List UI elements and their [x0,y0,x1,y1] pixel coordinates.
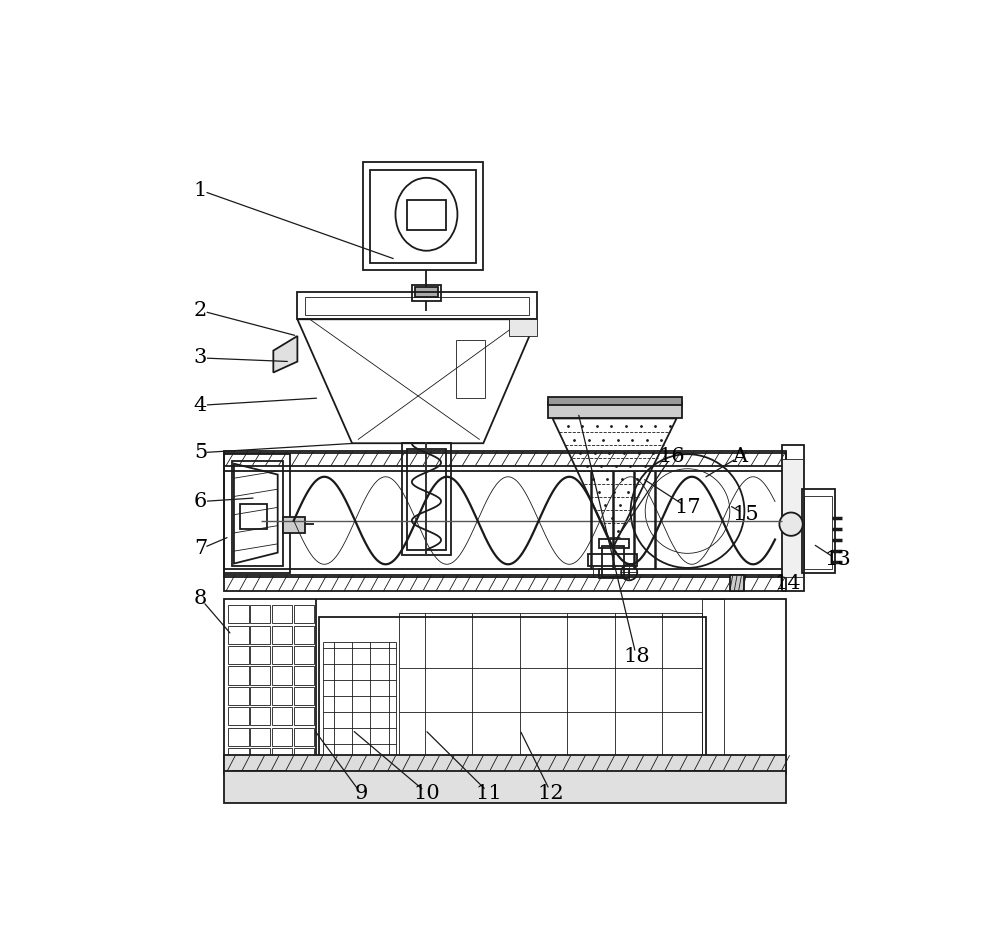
Bar [224,575,786,591]
Bar [228,707,249,725]
Text: 10: 10 [414,784,441,803]
Circle shape [779,512,803,536]
Text: 2: 2 [194,301,207,320]
Bar [294,707,314,725]
Bar [294,646,314,664]
Bar [272,626,292,644]
Bar [702,599,724,770]
Bar [305,296,529,315]
Bar [240,504,267,529]
Bar [232,772,286,799]
Bar [224,771,786,803]
Bar [412,285,441,301]
Bar [224,599,786,770]
Bar [297,292,537,319]
Bar [294,748,314,766]
Bar [294,626,314,644]
Bar [399,613,702,756]
Text: 7: 7 [194,540,207,559]
Bar [599,539,629,547]
Text: 6: 6 [194,492,207,511]
Bar [250,646,270,664]
Bar [782,458,803,577]
Bar [283,517,305,533]
Text: 12: 12 [538,784,564,803]
Bar [250,667,270,685]
Bar [407,200,446,230]
Bar [228,748,249,766]
Bar [250,626,270,644]
Text: A: A [732,447,748,466]
Bar [319,616,706,759]
Bar [272,748,292,766]
Bar [250,727,270,746]
Bar [802,490,835,573]
Bar [224,756,786,774]
Bar [548,402,682,419]
Text: 9: 9 [354,784,368,803]
Bar [272,687,292,705]
Text: 16: 16 [658,447,685,466]
Bar [250,687,270,705]
Text: 1: 1 [194,181,207,200]
Bar [323,642,396,756]
Bar [294,727,314,746]
Bar [548,397,682,405]
Bar [804,496,832,569]
Text: 13: 13 [824,550,851,569]
Bar [250,748,270,766]
Bar [730,575,744,591]
Bar [228,646,249,664]
Bar [272,707,292,725]
Bar [294,687,314,705]
Bar [228,687,249,705]
Text: 8: 8 [194,589,207,608]
Bar [228,727,249,746]
Text: 11: 11 [476,784,503,803]
Bar [272,667,292,685]
Bar [272,605,292,623]
Bar [224,452,786,466]
Bar [602,546,624,577]
Bar [250,605,270,623]
Bar [250,707,270,725]
Bar [272,727,292,746]
Bar [370,170,476,263]
Bar [415,287,438,297]
Polygon shape [509,319,537,336]
Bar [407,449,446,549]
Bar [599,569,629,578]
Text: 18: 18 [623,648,650,667]
Text: 5: 5 [194,443,207,462]
Bar [294,605,314,623]
Bar [228,626,249,644]
Text: 14: 14 [775,575,801,594]
Bar [224,453,786,577]
Bar [232,461,283,565]
Text: 17: 17 [674,498,701,517]
Text: 15: 15 [733,505,759,525]
Bar [588,554,637,565]
Bar [456,340,485,398]
Bar [228,667,249,685]
Bar [402,443,451,555]
Bar [666,772,720,799]
Bar [272,646,292,664]
Text: 3: 3 [194,348,207,367]
Bar [224,455,290,573]
Bar [228,605,249,623]
Polygon shape [273,336,297,372]
Bar [782,445,804,591]
Bar [294,667,314,685]
Bar [363,163,483,271]
Text: 4: 4 [194,396,207,415]
